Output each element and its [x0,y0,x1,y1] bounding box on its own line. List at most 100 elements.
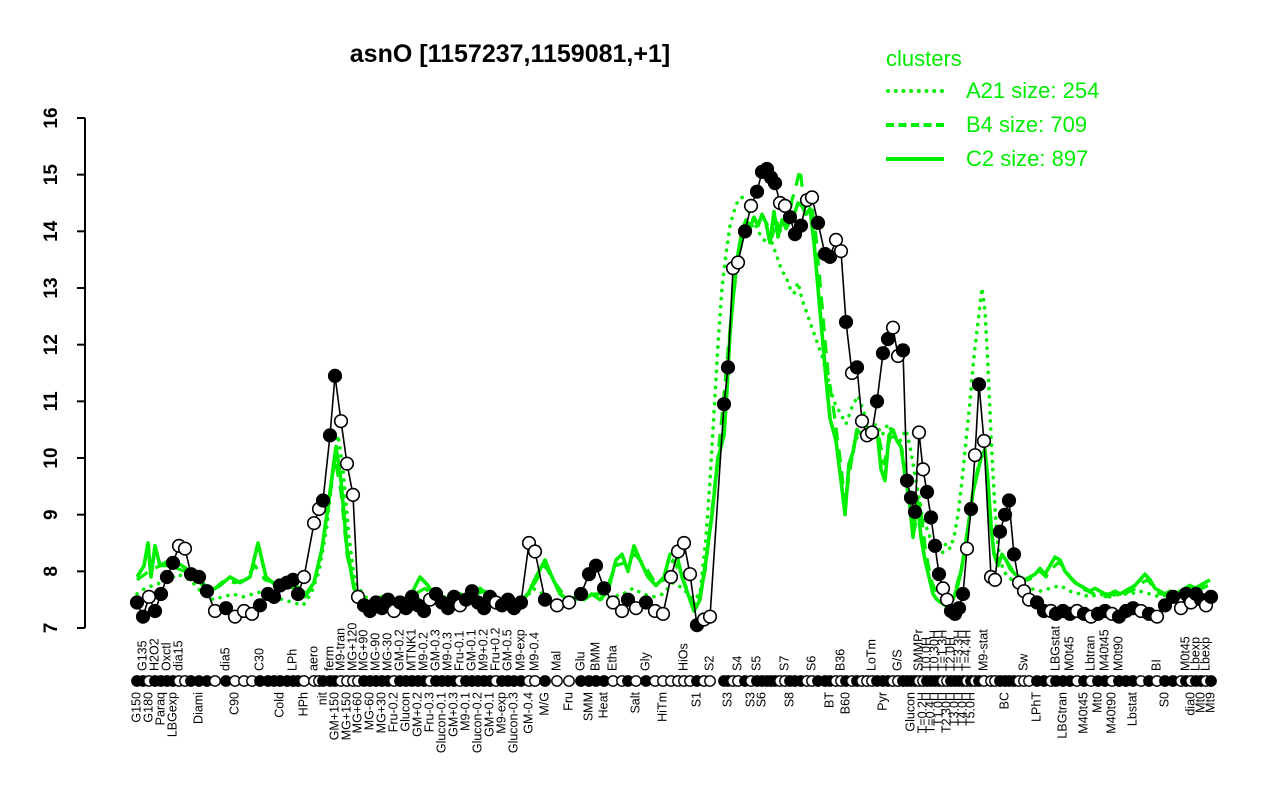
data-point-open [244,606,260,621]
chart-title: asnO [1157237,1159081,+1] [0,40,1280,69]
data-point-open [743,198,759,213]
x-condition-label: Glucon-0.2 [471,692,485,753]
data-point-filled [398,601,414,616]
x-condition-label: Pyr [876,692,890,711]
y-tick-label: 15 [41,164,62,186]
x-condition-label: G135 [136,640,150,671]
data-point-filled [620,592,636,607]
x-condition-label: MG+60 [351,692,365,733]
x-condition-label: GM-0.2 [393,629,407,671]
x-condition-label: S8 [783,692,797,707]
data-point-open [676,535,692,551]
x-condition-label: GM-0.5 [501,629,515,671]
legend-title: clusters [886,46,962,71]
x-condition-label: S6 [805,656,819,671]
data-point-filled [573,586,589,602]
x-condition-label: T=3.3H [952,630,966,671]
data-point-filled [476,601,492,616]
strip-marker [704,675,716,687]
data-point-filled [464,584,480,599]
x-condition-label: GM+0.3 [447,692,461,737]
legend-label-c2: C2 size: 897 [966,146,1089,171]
data-point-filled [955,586,971,602]
cluster-line-b4 [136,167,1209,610]
x-condition-label: MG-30 [381,633,395,671]
data-point-filled [793,218,809,233]
x-condition-label: T2.30H [940,692,954,733]
x-condition-label: T3.0H [948,692,962,726]
data-point-filled [875,346,891,361]
data-point-filled [322,428,338,443]
x-condition-label: Diami [192,692,206,724]
data-point-filled [165,555,181,570]
x-condition-label: HiTm [656,692,670,722]
dashed-line-sample [886,123,944,127]
x-condition-label: M9-0.1 [459,692,473,731]
x-condition-label: M0t45 [1179,636,1193,671]
x-condition-label: MG+90 [357,630,371,671]
strip-marker [298,675,310,687]
strip-marker [551,675,563,687]
x-condition-label: ferm [323,646,337,671]
data-point-open [885,320,901,335]
x-condition-label: Glucon [399,692,413,732]
strip-marker [209,675,221,687]
x-condition-label: MTNK1 [405,629,419,671]
data-point-filled [252,598,268,613]
x-condition-label: Glucon-0.1 [435,692,449,753]
x-condition-label: Glu [574,652,588,672]
y-tick-label: 11 [41,391,62,412]
x-condition-label: MG+30 [375,692,389,733]
data-point-filled [380,592,396,607]
x-condition-label: aero [307,646,321,671]
x-condition-label: Mt0 [1194,692,1208,713]
x-condition-label: Lbtran [1084,636,1098,671]
x-condition-label: G180 [142,692,156,723]
strip-marker [630,675,642,687]
x-condition-label: S2 [703,656,717,671]
y-tick-label: 13 [41,277,62,298]
x-condition-label: Fru+0.2 [489,628,503,671]
chart-title-text: asnO [1157237,1159081,+1] [349,40,671,68]
data-point-filled [129,595,145,610]
x-condition-label: Mt9 [1204,692,1218,713]
x-condition-label: T=1.3H [936,630,950,671]
x-condition-label: B60 [839,692,853,714]
x-condition-label: H2O2 [148,638,162,671]
x-condition-label: T=4.4H [960,630,974,671]
x-condition-label: S6 [755,692,769,707]
legend-entry-b4: B4 size: 709 [886,108,1099,142]
x-condition-label: Lbexp [1199,637,1213,671]
data-point-open [730,255,746,270]
data-point-open [833,244,849,259]
y-tick-label: 14 [41,220,62,242]
x-condition-label: Lbstat [1126,691,1140,726]
x-condition-label: MG-90 [369,633,383,671]
x-condition-label: T5.0H [964,692,978,726]
x-condition-label: M40t45 [1098,629,1112,671]
data-point-open [987,572,1003,587]
data-point-open [345,487,361,502]
data-point-filled [907,504,923,519]
y-tick-label: 16 [41,107,62,128]
x-condition-label: LoTm [865,639,879,671]
x-condition-label: Etha [606,645,620,671]
data-point-open [177,541,193,556]
data-point-open [655,606,671,621]
x-condition-label: LPhT [1030,692,1044,722]
x-condition-label: S0 [1158,692,1172,707]
data-point-filled [716,397,732,412]
x-condition-label: S4 [731,656,745,671]
data-point-open [605,595,621,610]
data-point-open [549,598,565,613]
x-condition-label: G150 [130,692,144,723]
x-condition-label: dia0 [1184,692,1198,716]
legend-label-a21: A21 size: 254 [966,78,1100,103]
x-condition-label: M9-stat [977,629,991,671]
data-point-open [333,414,349,429]
legend-entry-c2: C2 size: 897 [886,142,1099,176]
x-condition-label: M9+0.2 [477,629,491,671]
x-condition-label: G/S [891,649,905,671]
data-point-open [527,544,543,559]
